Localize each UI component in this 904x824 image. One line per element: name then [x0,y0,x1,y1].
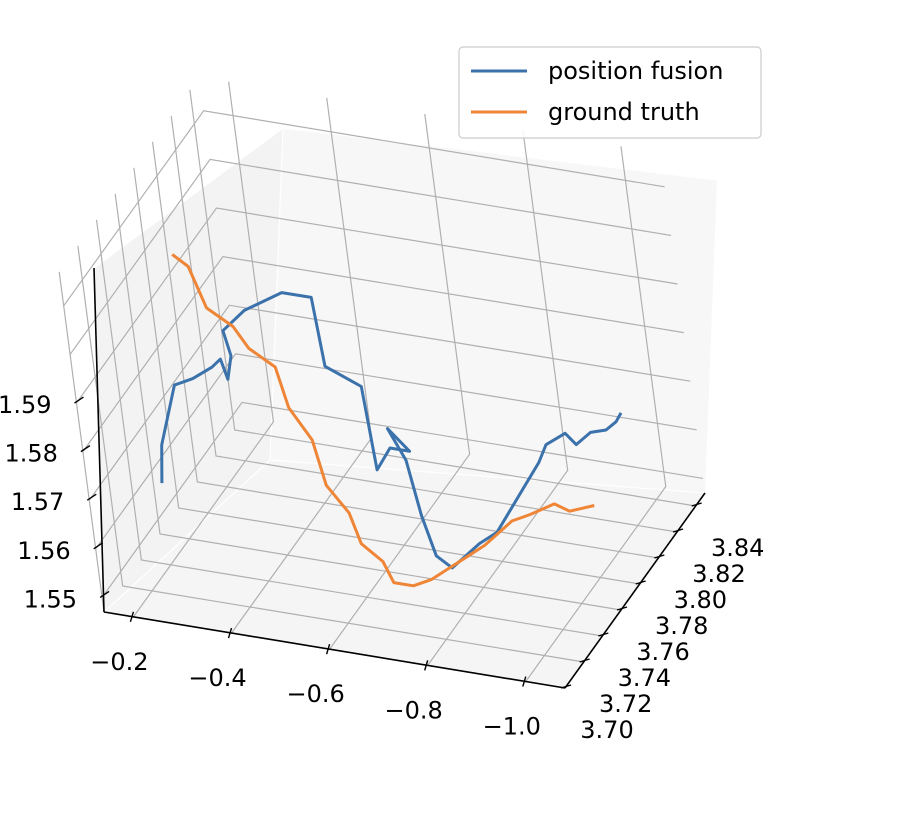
z-gridline [95,353,697,550]
y-tick-label: 3.82 [692,560,745,588]
y-tick-mark [691,502,702,507]
y-tick-label: 3.72 [599,690,652,718]
y-tick-label: 3.78 [655,612,708,640]
y-tick-label: 3.80 [674,586,727,614]
x-tick-label: −0.2 [90,648,148,676]
y-tick-mark [672,528,684,533]
z-tick-label: 1.59 [0,391,51,419]
legend: position fusion ground truth [458,46,762,139]
x-gridline [427,130,569,666]
z-tick-label: 1.58 [4,440,57,468]
y-axis-line [564,492,706,689]
z-tick-mark [86,493,97,501]
z-tick-label: 1.56 [17,537,70,565]
z-axis-line [93,267,105,613]
legend-label-ground-truth: ground truth [548,98,700,126]
z-gridline [82,255,684,452]
z-gridline [101,401,704,598]
y-gridline [114,193,622,611]
x-tick-mark [522,676,527,687]
axis-panes [93,127,718,688]
z-gridline [88,304,691,501]
x-tick-label: −0.4 [188,664,246,692]
x-tick-mark [129,611,135,623]
legend-label-position-fusion: position fusion [548,57,723,85]
x-gridline [132,81,275,618]
z-tick-mark [80,445,91,453]
series-line-position-fusion [160,291,623,570]
x-tick-mark [325,643,331,655]
back-pane [270,128,717,493]
y-tick-label: 3.76 [636,638,689,666]
y-tick-mark [635,580,646,585]
z-gridline [69,158,672,355]
x-axis-line [103,611,566,689]
z-tick-mark [74,396,84,404]
x-tick-mark [227,627,233,639]
x-gridline [525,146,667,682]
z-gridline [75,207,678,404]
y-gridline [189,89,696,507]
axis-ticks: −0.2 −0.4 −0.6 −0.8 −1.0 3.703.723.743.763.78… [0,391,764,744]
series-lines [160,253,623,588]
y-gridline [170,115,678,533]
y-tick-label: 3.84 [711,534,764,562]
y-tick-mark [579,658,590,663]
x-gridline [329,113,471,650]
y-tick-mark [598,632,609,637]
series-line-ground-truth [171,253,595,588]
x-tick-label: −0.8 [385,696,443,724]
y-gridline [77,245,584,663]
y-gridline [95,219,603,637]
x-tick-label: −1.0 [483,713,541,741]
y-gridline [133,167,640,585]
z-tick-mark [99,590,110,599]
z-tick-mark [93,542,104,550]
y-tick-mark [654,554,665,559]
z-tick-label: 1.55 [24,585,77,613]
x-tick-label: −0.6 [286,680,344,708]
y-tick-mark [616,606,628,611]
y-tick-label: 3.74 [618,664,671,692]
x-tick-mark [424,660,429,671]
y-tick-mark [560,684,572,689]
y-tick-label: 3.70 [580,716,633,744]
z-tick-label: 1.57 [11,488,64,516]
y-gridline [151,141,659,559]
legend-box [458,46,762,139]
axis-lines [93,267,706,689]
z-gridline [63,110,665,307]
grid-lines [58,81,704,689]
